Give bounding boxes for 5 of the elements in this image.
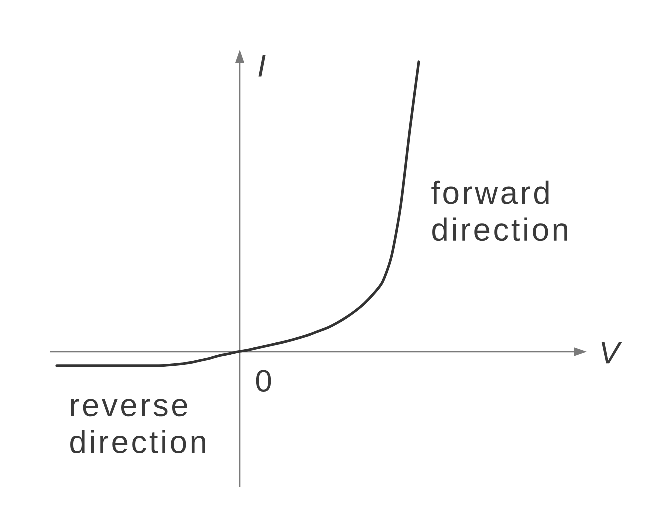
text: reverse direction <box>70 399 206 454</box>
text: 0 <box>256 370 272 392</box>
y-axis-title: I <box>258 56 266 77</box>
text: V <box>602 342 622 364</box>
text: forward direction <box>432 180 568 242</box>
